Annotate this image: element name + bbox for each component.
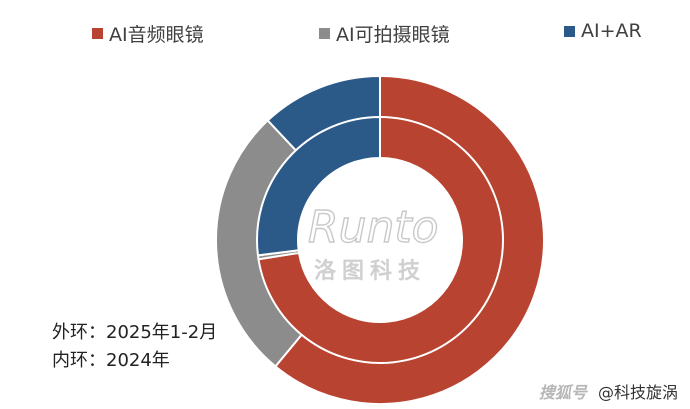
legend: AI音频眼镜 AI可拍摄眼镜 AI+AR: [0, 8, 690, 48]
footer-credit: 搜狐号 @科技旋涡: [539, 379, 678, 403]
legend-swatch-ar: [564, 25, 575, 37]
legend-swatch-audio: [92, 28, 103, 39]
legend-item-audio: AI音频眼镜: [92, 20, 204, 47]
footer-handle: @科技旋涡: [597, 383, 678, 402]
inner-ring-slice-ar: [256, 115, 381, 257]
svg-text:Runto: Runto: [308, 202, 439, 253]
outer-ring-note: 外环：2025年1-2月: [52, 322, 218, 343]
inner-ring-slice-audio: [257, 115, 504, 364]
legend-swatch-camera: [319, 28, 330, 39]
svg-text:洛图科技: 洛图科技: [314, 258, 426, 284]
legend-label-camera: AI可拍摄眼镜: [336, 24, 450, 46]
inner-ring-note: 内环：2024年: [52, 350, 170, 371]
legend-item-ar: AI+AR: [564, 20, 642, 42]
footer-brand: 搜狐号: [538, 383, 587, 402]
runto-watermark-logo: Runto 洛图科技: [307, 201, 439, 284]
legend-label-ar: AI+AR: [581, 20, 642, 42]
legend-label-audio: AI音频眼镜: [109, 24, 204, 46]
legend-item-camera: AI可拍摄眼镜: [319, 20, 450, 47]
